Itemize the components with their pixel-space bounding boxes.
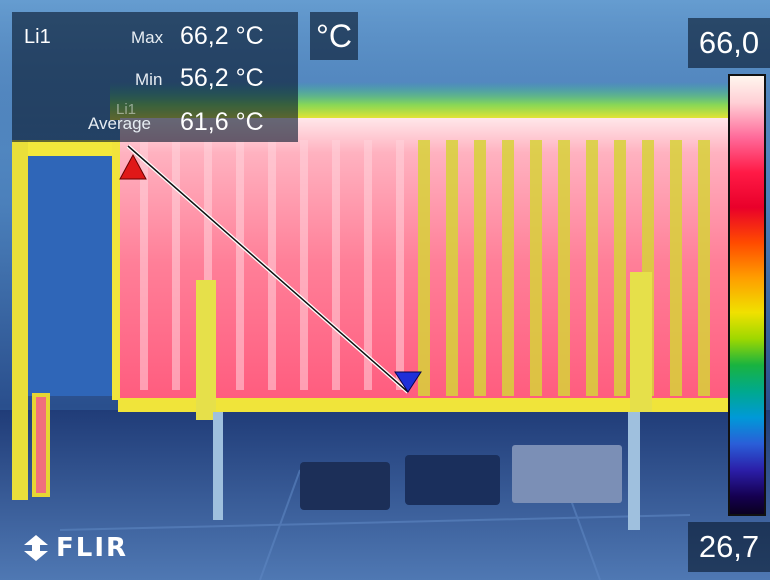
min-temperature-marker (394, 371, 422, 393)
measurement-panel (12, 12, 298, 142)
max-temperature-marker (119, 153, 147, 180)
min-label: Min (135, 70, 163, 89)
unit-indicator: °C (310, 12, 358, 60)
line-label: Li1 (24, 26, 51, 48)
brand-logo: FLIR (22, 530, 128, 566)
max-value: 66,2 °C (180, 22, 264, 50)
brand-name: FLIR (56, 533, 129, 563)
line-overlay-tag: Li1 (116, 101, 137, 118)
average-value: 61,6 °C (180, 108, 264, 136)
scale-max-value: 66,0 (688, 18, 770, 68)
scale-min-value: 26,7 (688, 522, 770, 572)
color-scale-bar (728, 74, 766, 516)
max-label: Max (131, 28, 164, 47)
average-label: Average (88, 114, 152, 133)
flir-logo-icon (24, 535, 48, 561)
min-value: 56,2 °C (180, 64, 264, 92)
